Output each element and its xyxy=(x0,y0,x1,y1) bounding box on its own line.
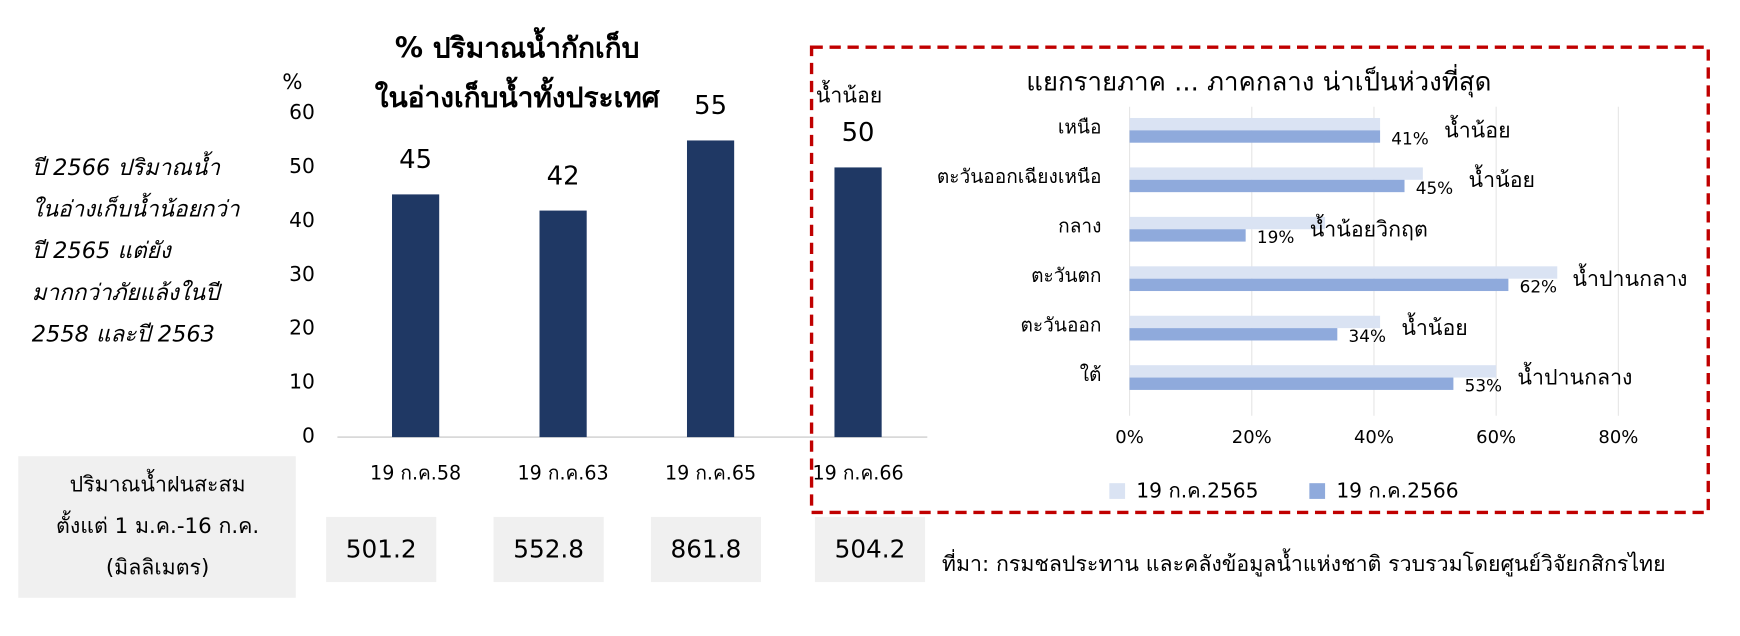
value-label: 55 xyxy=(694,91,727,121)
x-tick-label: 0% xyxy=(1115,427,1144,448)
legend-swatch xyxy=(1309,483,1326,499)
x-tick-label: 19 ก.ค.65 xyxy=(665,462,756,485)
rainfall-label-box xyxy=(18,456,296,598)
status-label: น้ำน้อย xyxy=(1401,312,1467,341)
status-label: น้ำปานกลาง xyxy=(1572,263,1687,292)
legend-label: 19 ก.ค.2565 xyxy=(1136,479,1258,503)
y-tick-label: 20 xyxy=(289,316,315,340)
bar xyxy=(1129,278,1509,292)
value-label: 62% xyxy=(1520,277,1557,297)
bar xyxy=(1129,130,1381,143)
value-label: 34% xyxy=(1349,326,1386,346)
y-tick-label: 0 xyxy=(302,424,315,448)
x-tick-label: 20% xyxy=(1232,427,1272,448)
rainfall-box xyxy=(326,516,437,583)
rainfall-box xyxy=(650,516,762,583)
annotation: น้ำน้อย xyxy=(816,80,882,109)
source: ที่มา: กรมชลประทาน และคลังข้อมูลน้ำแห่งช… xyxy=(942,548,1666,577)
rainfall-value: 501.2 xyxy=(346,535,417,564)
value-label: 53% xyxy=(1465,376,1502,396)
x-tick-label: 19 ก.ค.58 xyxy=(370,462,461,485)
bar xyxy=(1129,315,1381,329)
x-tick-label: 60% xyxy=(1476,427,1516,448)
x-tick-label: 80% xyxy=(1598,427,1638,448)
note-line: มากกว่าภัยแล้งในปี xyxy=(32,279,222,306)
legend-swatch xyxy=(1109,483,1126,499)
x-tick-label: 40% xyxy=(1354,427,1394,448)
bar xyxy=(392,194,440,438)
rainfall-box xyxy=(814,516,926,583)
bar xyxy=(1129,167,1423,180)
status-label: น้ำปานกลาง xyxy=(1517,362,1632,391)
note-line: ปี 2565 แต่ยัง xyxy=(32,238,173,264)
note-line: 2558 และปี 2563 xyxy=(32,321,215,347)
rainfall-value: 504.2 xyxy=(835,535,906,564)
y-tick-label: กลาง xyxy=(1058,214,1101,237)
status-label: น้ำน้อย xyxy=(1469,164,1535,193)
bar xyxy=(834,167,882,438)
rainfall-box xyxy=(493,516,604,583)
value-label: 41% xyxy=(1391,128,1428,148)
y-tick-label: 60 xyxy=(289,100,315,124)
chart-title: ในอ่างเก็บน้ำทั้งประเทศ xyxy=(375,76,661,114)
status-label: น้ำน้อย xyxy=(1444,114,1510,143)
highlight-frame xyxy=(809,45,1710,515)
y-tick-label: ตะวันออก xyxy=(1021,313,1102,336)
y-tick-label: 50 xyxy=(289,154,315,178)
rainfall-value: 552.8 xyxy=(513,535,584,564)
bar xyxy=(539,210,587,438)
bar xyxy=(1129,377,1454,390)
rainfall-value: 861.8 xyxy=(671,535,742,564)
bar xyxy=(686,140,735,438)
y-tick-label: ใต้ xyxy=(1080,363,1102,386)
status-label: น้ำน้อยวิกฤต xyxy=(1310,213,1428,242)
value-label: 19% xyxy=(1257,227,1294,247)
legend-label: 19 ก.ค.2566 xyxy=(1336,479,1458,503)
y-tick-label: 30 xyxy=(289,262,315,286)
value-label: 45 xyxy=(399,145,432,175)
y-tick-label: ตะวันออกเฉียงเหนือ xyxy=(937,165,1102,188)
bar xyxy=(1129,365,1497,378)
value-label: 50 xyxy=(842,118,875,148)
bar xyxy=(1129,117,1381,131)
bar xyxy=(1129,216,1326,230)
y-axis-label: % xyxy=(282,70,302,95)
x-tick-label: 19 ก.ค.66 xyxy=(812,462,903,485)
rainfall-label: ปริมาณน้ำฝนสะสม xyxy=(70,468,246,497)
y-tick-label: ตะวันตก xyxy=(1031,264,1101,287)
y-tick-label: 10 xyxy=(289,370,315,394)
chart-title: แยกรายภาค ... ภาคกลาง น่าเป็นห่วงที่สุด xyxy=(1026,64,1491,98)
x-tick-label: 19 ก.ค.63 xyxy=(518,462,609,485)
value-label: 42 xyxy=(547,161,580,191)
rainfall-label: (มิลลิเมตร) xyxy=(106,556,210,581)
bar xyxy=(1129,328,1338,341)
rainfall-label: ตั้งแต่ 1 ม.ค.-16 ก.ค. xyxy=(56,510,259,539)
y-tick-label: 40 xyxy=(289,208,315,232)
bar xyxy=(1129,229,1246,242)
chart-title: % ปริมาณน้ำกักเก็บ xyxy=(395,26,640,64)
bar xyxy=(1129,179,1405,193)
y-tick-label: เหนือ xyxy=(1058,116,1102,139)
bar xyxy=(1129,266,1558,279)
value-label: 45% xyxy=(1416,178,1453,198)
note-line: ในอ่างเก็บน้ำน้อยกว่า xyxy=(32,193,241,223)
note-line: ปี 2566 ปริมาณน้ำ xyxy=(32,151,222,181)
